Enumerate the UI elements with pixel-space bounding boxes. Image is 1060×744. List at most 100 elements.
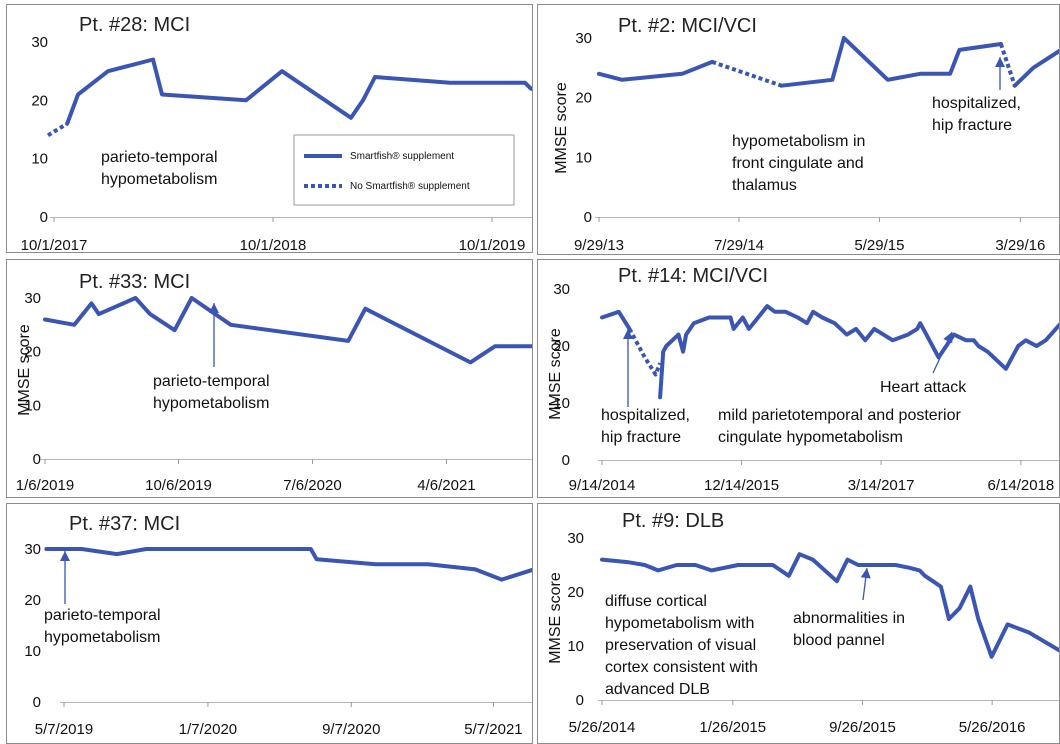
legend-entry: No Smartfish® supplement bbox=[350, 181, 470, 192]
x-tick-label: 1/26/2015 bbox=[699, 719, 766, 736]
annotation-text: Heart attack bbox=[880, 379, 967, 396]
chart-pt14: Pt. #14: MCI/VCI MMSE score 0 10 20 30 9/14/20… bbox=[547, 265, 1059, 494]
y-axis-label: MMSE score bbox=[16, 324, 33, 416]
y-tick-label: 0 bbox=[40, 209, 48, 226]
x-tick-label: 7/6/2020 bbox=[283, 477, 341, 494]
annotation-text: hip fracture bbox=[601, 429, 681, 446]
x-tick-label: 1/6/2019 bbox=[16, 477, 74, 494]
chart-panel-pt33: Pt. #33: MCI MMSE score 0 10 20 30 1/6/2019 10/… bbox=[6, 259, 533, 498]
y-tick-label: 30 bbox=[567, 530, 584, 547]
series-line-smartfish bbox=[1012, 48, 1059, 88]
chart-pt37: Pt. #37: MCI 0 10 20 30 5/7/2019 1/7/2020 9/7/2… bbox=[24, 513, 532, 738]
y-tick-label: 30 bbox=[575, 30, 592, 47]
series-line-smartfish bbox=[43, 296, 532, 365]
x-tick-label: 10/1/2018 bbox=[240, 237, 307, 253]
annotation-text: thalamus bbox=[732, 177, 797, 194]
chart-title: Pt. #14: MCI/VCI bbox=[618, 265, 768, 287]
y-tick-label: 10 bbox=[567, 638, 584, 655]
chart-panel-pt37: Pt. #37: MCI 0 10 20 30 5/7/2019 1/7/2020 9/7/2… bbox=[6, 503, 533, 744]
chart-title: Pt. #9: DLB bbox=[622, 510, 724, 532]
annotation-text: hypometabolism in bbox=[732, 133, 865, 150]
y-tick-label: 20 bbox=[575, 90, 592, 107]
series-line-smartfish bbox=[44, 547, 532, 582]
y-tick-label: 10 bbox=[31, 151, 48, 168]
y-tick-label: 30 bbox=[24, 541, 41, 558]
y-tick-label: 30 bbox=[31, 34, 48, 51]
chart-pt2: Pt. #2: MCI/VCI MMSE score 0 10 20 30 9/29/13 7… bbox=[553, 15, 1059, 254]
legend-box bbox=[293, 134, 515, 206]
x-tick-label: 5/7/2019 bbox=[35, 721, 93, 738]
y-tick-label: 30 bbox=[24, 290, 41, 307]
x-tick-label: 10/1/2017 bbox=[21, 237, 88, 253]
annotation-text: parieto-temporal bbox=[44, 607, 161, 624]
y-tick-label: 20 bbox=[31, 92, 48, 109]
x-tick-label: 3/14/2017 bbox=[848, 477, 915, 494]
annotation-text: hypometabolism with bbox=[605, 615, 754, 632]
chart-pt9: Pt. #9: DLB MMSE score 0 10 20 30 5/26/2014 1/2… bbox=[547, 510, 1059, 736]
series-line-smartfish bbox=[600, 552, 1059, 659]
annotation-text: hypometabolism bbox=[101, 171, 218, 188]
series-line-smartfish bbox=[597, 59, 715, 82]
annotation-text: hospitalized, bbox=[601, 407, 690, 424]
annotation-text: advanced DLB bbox=[605, 681, 710, 698]
x-tick-label: 9/29/13 bbox=[574, 237, 624, 254]
annotation-text: hip fracture bbox=[932, 117, 1012, 134]
series-line-smartfish bbox=[65, 57, 532, 126]
chart-pt28: Pt. #28: MCI 0 10 20 30 10/1/2017 10/1/2018 10/… bbox=[21, 14, 532, 253]
series-line-no-smartfish bbox=[627, 327, 662, 377]
y-tick-label: 20 bbox=[567, 584, 584, 601]
annotation-text: hypometabolism bbox=[44, 629, 161, 646]
y-tick-label: 0 bbox=[33, 694, 41, 711]
annotation-arrowhead bbox=[60, 551, 70, 561]
y-tick-label: 20 bbox=[24, 344, 41, 361]
chart-title: Pt. #37: MCI bbox=[69, 513, 180, 535]
legend-entry: Smartfish® supplement bbox=[350, 151, 454, 162]
series-line-no-smartfish bbox=[46, 121, 69, 138]
chart-panel-pt28: Pt. #28: MCI 0 10 20 30 10/1/2017 10/1/2018 10/… bbox=[6, 4, 533, 253]
annotation-text: cortex consistent with bbox=[605, 659, 758, 676]
x-tick-label: 9/7/2020 bbox=[322, 721, 380, 738]
x-tick-label: 5/7/2021 bbox=[464, 721, 522, 738]
x-tick-label: 3/29/16 bbox=[995, 237, 1045, 254]
x-tick-label: 6/14/2018 bbox=[988, 477, 1055, 494]
x-tick-label: 7/29/14 bbox=[714, 237, 764, 254]
x-tick-label: 10/6/2019 bbox=[145, 477, 212, 494]
x-tick-label: 5/29/15 bbox=[854, 237, 904, 254]
y-tick-label: 0 bbox=[33, 451, 41, 468]
chart-panel-pt14: Pt. #14: MCI/VCI MMSE score 0 10 20 30 9/14/20… bbox=[537, 259, 1060, 498]
chart-panel-pt2: Pt. #2: MCI/VCI MMSE score 0 10 20 30 9/29/13 7… bbox=[537, 4, 1060, 255]
x-tick-label: 12/14/2015 bbox=[704, 477, 779, 494]
series-line-smartfish bbox=[658, 304, 1059, 400]
y-tick-label: 10 bbox=[553, 395, 570, 412]
annotation-text: hospitalized, bbox=[932, 95, 1021, 112]
annotation-text: diffuse cortical bbox=[605, 593, 707, 610]
y-tick-label: 20 bbox=[24, 592, 41, 609]
y-tick-label: 0 bbox=[576, 692, 584, 709]
y-tick-label: 30 bbox=[553, 281, 570, 298]
annotation-arrowhead bbox=[995, 57, 1005, 67]
y-tick-label: 0 bbox=[584, 209, 592, 226]
chart-title: Pt. #2: MCI/VCI bbox=[618, 15, 757, 37]
y-tick-label: 10 bbox=[24, 643, 41, 660]
annotation-text: cingulate hypometabolism bbox=[718, 429, 903, 446]
x-tick-label: 4/6/2021 bbox=[417, 477, 475, 494]
annotation-text: parieto-temporal bbox=[101, 149, 218, 166]
series-line-no-smartfish bbox=[999, 43, 1017, 87]
y-tick-label: 10 bbox=[575, 149, 592, 166]
series-line-smartfish bbox=[779, 36, 1003, 88]
x-tick-label: 9/26/2015 bbox=[829, 719, 896, 736]
y-tick-label: 20 bbox=[553, 338, 570, 355]
series-line-smartfish bbox=[600, 309, 632, 331]
y-tick-label: 0 bbox=[562, 452, 570, 469]
annotation-arrowhead bbox=[943, 332, 953, 344]
series-line-no-smartfish bbox=[711, 60, 783, 88]
annotation-text: preservation of visual bbox=[605, 637, 756, 654]
annotation-text: blood pannel bbox=[793, 632, 885, 649]
y-axis-label: MMSE score bbox=[547, 572, 564, 664]
annotation-text: mild parietotemporal and posterior bbox=[718, 407, 961, 424]
x-tick-label: 5/26/2016 bbox=[959, 719, 1026, 736]
y-axis-label: MMSE score bbox=[547, 328, 564, 420]
annotation-text: front cingulate and bbox=[732, 155, 864, 172]
chart-title: Pt. #28: MCI bbox=[79, 14, 190, 36]
chart-title: Pt. #33: MCI bbox=[79, 271, 190, 293]
